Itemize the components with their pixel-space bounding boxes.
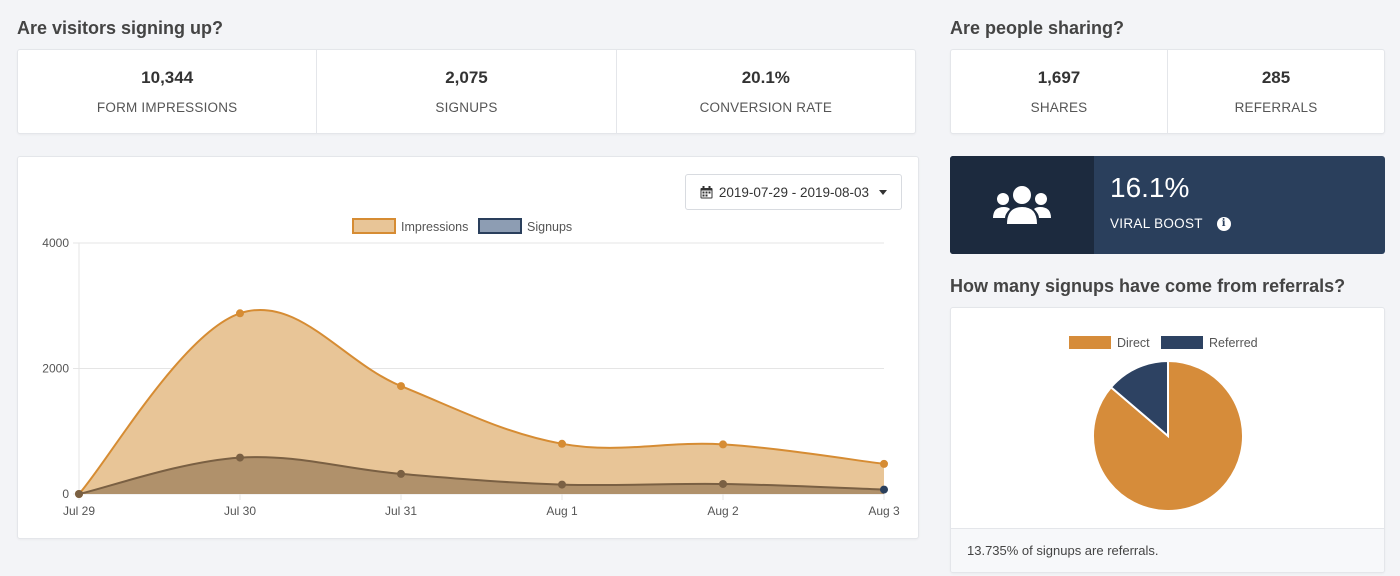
legend-swatch[interactable] (1161, 336, 1203, 349)
sharing-stats-card: 1,697 SHARES 285 REFERRALS (950, 49, 1385, 134)
signups-point[interactable] (719, 479, 727, 488)
chevron-down-icon (879, 189, 887, 195)
legend-label[interactable]: Referred (1209, 336, 1258, 350)
pie-slice-referred[interactable] (1109, 359, 1169, 439)
stat-label: SIGNUPS (435, 100, 498, 115)
viral-boost-label: VIRAL BOOST (1110, 216, 1203, 231)
x-tick-label: Aug 2 (707, 504, 739, 518)
info-icon[interactable]: i (1216, 216, 1231, 231)
x-tick-label: Jul 30 (224, 504, 256, 518)
impressions-point[interactable] (719, 440, 727, 449)
stat-signups: 2,075 SIGNUPS (317, 50, 617, 133)
referrals-pie-card: Direct Referred 13.735% of signups are re… (950, 307, 1385, 573)
stat-conversion-rate: 20.1% CONVERSION RATE (617, 50, 915, 133)
signup-stats-card: 10,344 FORM IMPRESSIONS 2,075 SIGNUPS 20… (17, 49, 916, 134)
legend-label[interactable]: Impressions (401, 220, 468, 234)
legend-swatch[interactable] (478, 218, 522, 234)
y-tick-label: 2000 (42, 362, 69, 376)
legend-swatch[interactable] (352, 218, 396, 234)
signups-point[interactable] (75, 490, 83, 498)
signups-chart-card: 2019-07-29 - 2019-08-03 0 2000 4000 Jul 29 J… (17, 156, 919, 539)
calendar-icon (700, 185, 713, 198)
stat-label: FORM IMPRESSIONS (96, 100, 238, 115)
signups-line (78, 456, 885, 495)
x-tick-label: Aug 3 (868, 504, 900, 518)
stat-value: 10,344 (141, 68, 194, 87)
signup-section-title: Are visitors signing up? (17, 18, 224, 38)
stat-label: REFERRALS (1234, 100, 1318, 115)
impressions-point[interactable] (880, 459, 888, 468)
stat-referrals: 285 REFERRALS (1168, 50, 1384, 133)
impressions-point[interactable] (558, 439, 566, 448)
date-range-label: 2019-07-29 - 2019-08-03 (718, 184, 869, 200)
y-tick-label: 0 (62, 487, 69, 501)
x-tick-label: Jul 29 (63, 504, 95, 518)
signups-point[interactable] (236, 453, 244, 462)
date-range-button[interactable]: 2019-07-29 - 2019-08-03 (684, 174, 902, 210)
sharing-section-title: Are people sharing? (950, 18, 1125, 38)
referrals-section-title: How many signups have come from referral… (950, 276, 1346, 296)
stat-value: 20.1% (741, 68, 790, 87)
stat-value: 285 (1261, 68, 1291, 87)
viral-boost-value: 16.1% (1110, 172, 1190, 203)
x-tick-label: Aug 1 (546, 504, 578, 518)
referrals-pie-chart: Direct Referred (1069, 336, 1258, 512)
impressions-line (78, 308, 885, 495)
x-tick-label: Jul 31 (385, 504, 417, 518)
users-icon (993, 186, 1051, 224)
signups-point[interactable] (397, 469, 405, 478)
viral-boost-card: 16.1% VIRAL BOOST i (950, 156, 1385, 254)
stat-value: 1,697 (1037, 68, 1081, 87)
impressions-signups-chart: 0 2000 4000 Jul 29 Jul 30 Jul 31 Aug 1 Aug 2 Aug… (42, 218, 900, 518)
signups-point[interactable] (880, 485, 888, 494)
stat-label: SHARES (1030, 100, 1088, 115)
impressions-area (79, 309, 884, 494)
viral-icon-box (950, 156, 1094, 254)
signups-point[interactable] (558, 480, 566, 489)
legend-label[interactable]: Direct (1117, 336, 1150, 350)
y-tick-label: 4000 (42, 236, 69, 250)
impressions-point[interactable] (236, 309, 244, 318)
legend-label[interactable]: Signups (527, 220, 572, 234)
referrals-footer: 13.735% of signups are referrals. (951, 528, 1384, 572)
impressions-point[interactable] (397, 382, 405, 391)
stat-shares: 1,697 SHARES (951, 50, 1168, 133)
stat-form-impressions: 10,344 FORM IMPRESSIONS (18, 50, 318, 133)
stat-value: 2,075 (445, 68, 488, 87)
stat-label: CONVERSION RATE (699, 100, 833, 115)
legend-swatch[interactable] (1069, 336, 1111, 349)
